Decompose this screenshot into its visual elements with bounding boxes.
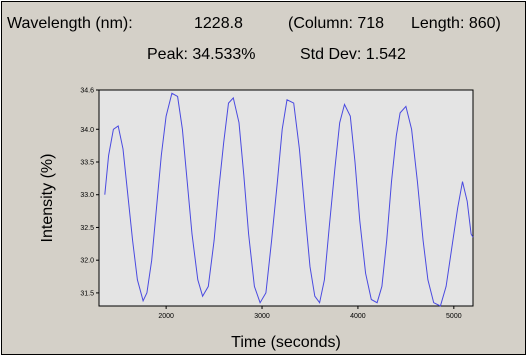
peak-readout: Peak: 34.533% xyxy=(147,46,256,63)
plot-area xyxy=(98,89,474,307)
y-tick-label: 33.0 xyxy=(80,192,94,199)
y-tick-label: 31.5 xyxy=(80,290,94,297)
x-tick-label: 3000 xyxy=(254,313,270,320)
y-tick-label: 32.0 xyxy=(80,258,94,265)
column-readout: (Column: 718 xyxy=(288,15,385,32)
x-tick-label: 2000 xyxy=(158,313,174,320)
y-tick-label: 34.0 xyxy=(80,127,94,134)
x-axis-title: Time (seconds) xyxy=(231,334,341,351)
wavelength-value: 1228.8 xyxy=(194,15,243,32)
stddev-readout: Std Dev: 1.542 xyxy=(300,46,406,63)
y-tick-label: 32.5 xyxy=(80,225,94,232)
x-tick-label: 4000 xyxy=(350,313,366,320)
y-axis-title: Intensity (%) xyxy=(39,154,56,243)
y-tick-label: 33.5 xyxy=(80,160,94,167)
x-tick-label: 5000 xyxy=(446,313,462,320)
series-line-intensity xyxy=(104,92,474,307)
wavelength-label: Wavelength (nm): xyxy=(7,15,133,32)
length-readout: Length: 860) xyxy=(411,15,501,32)
y-tick-label: 34.6 xyxy=(80,88,94,95)
